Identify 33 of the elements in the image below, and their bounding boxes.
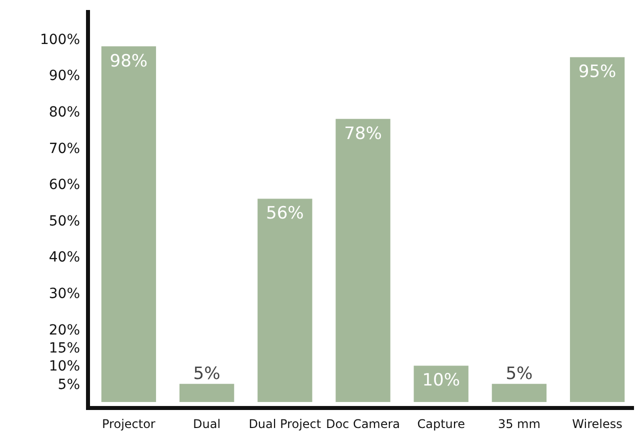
x-tick-label: Dual Project (248, 417, 322, 431)
y-tick-label: 80% (48, 104, 80, 121)
bar (258, 198, 312, 402)
data-label: 10% (422, 370, 460, 391)
x-tick-label: Projector (102, 417, 156, 431)
y-tick-label: 40% (48, 250, 80, 266)
data-label: 56% (266, 204, 304, 224)
y-tick-label: 70% (48, 140, 80, 157)
y-tick-label: 10% (48, 358, 80, 375)
bar (179, 384, 234, 402)
bar (414, 366, 468, 402)
y-tick-label: 15% (48, 340, 80, 356)
y-tick-label: 100% (40, 32, 80, 48)
y-tick-label: 50% (48, 213, 80, 230)
data-label: 5% (506, 364, 533, 384)
y-tick-label: 5% (58, 376, 80, 393)
bar (492, 384, 547, 402)
data-label: 98% (110, 51, 148, 72)
data-label: 5% (193, 364, 220, 384)
bar (570, 57, 625, 402)
x-tick-label: 35 mm (498, 417, 540, 431)
data-label: 95% (578, 62, 616, 82)
y-tick-label: 90% (48, 68, 80, 84)
bar (101, 46, 156, 402)
y-tick-label: 60% (48, 177, 80, 194)
bar (336, 118, 390, 402)
x-tick-label: Wireless (572, 417, 622, 431)
y-tick-label: 20% (48, 322, 80, 338)
y-tick-label: 30% (48, 286, 80, 302)
data-label: 78% (344, 124, 382, 144)
x-tick-label: Dual (193, 417, 221, 431)
x-tick-label: Capture (417, 417, 465, 431)
x-tick-label: Doc Camera (326, 417, 400, 431)
